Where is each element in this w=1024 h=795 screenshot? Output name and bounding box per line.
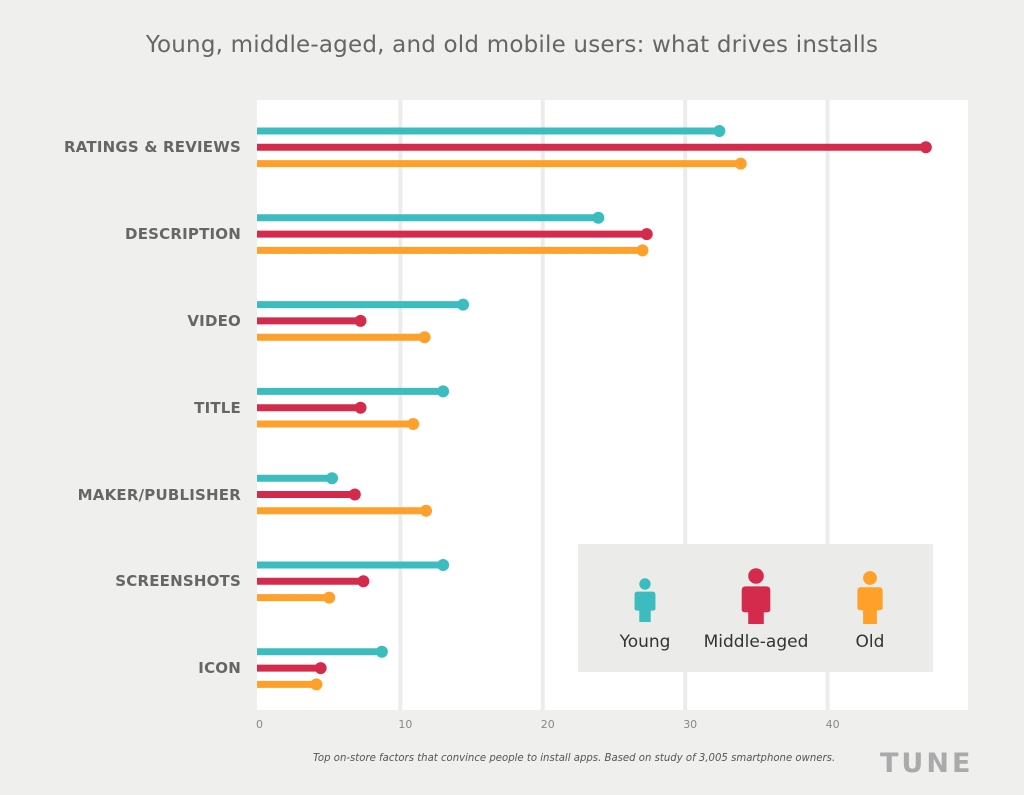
person-head	[748, 568, 764, 584]
category-label: ICON	[198, 659, 241, 678]
x-tick-label: 0	[256, 718, 263, 731]
bar-end-dot-young-3	[437, 385, 450, 398]
person-head	[639, 578, 651, 590]
bar-end-dot-old-3	[407, 418, 420, 430]
bar-end-dot-middle-aged-5	[357, 575, 370, 588]
category-label: SCREENSHOTS	[115, 572, 241, 591]
bar-end-dot-old-4	[420, 504, 433, 517]
bar-end-dot-middle-aged-1	[640, 228, 653, 241]
bar-end-dot-middle-aged-4	[348, 488, 361, 501]
tune-logo: TUNE	[880, 748, 974, 779]
x-tick-label: 30	[683, 718, 698, 731]
category-label: TITLE	[194, 398, 241, 417]
bar-end-dot-old-2	[418, 331, 431, 344]
legend-label-middle-aged: Middle-aged	[703, 632, 809, 652]
x-tick-label: 10	[398, 718, 413, 731]
bar-end-dot-old-5	[323, 591, 336, 604]
bar-end-dot-young-2	[457, 298, 470, 311]
category-label: MAKER/PUBLISHER	[77, 485, 241, 504]
chart-svg	[257, 100, 932, 710]
bar-end-dot-young-0	[713, 125, 726, 137]
bar-end-dot-old-0	[734, 157, 747, 170]
bar-end-dot-old-6	[310, 678, 323, 691]
bar-end-dot-young-1	[592, 211, 605, 224]
bar-end-dot-young-6	[375, 645, 388, 658]
category-label: RATINGS & REVIEWS	[64, 138, 241, 157]
person-body	[634, 591, 656, 622]
chart-title: Young, middle-aged, and old mobile users…	[145, 32, 879, 58]
bar-end-dot-young-5	[437, 559, 450, 571]
person-head	[863, 571, 877, 585]
bar-end-dot-middle-aged-6	[314, 662, 327, 675]
legend-item-young: Young	[600, 564, 690, 652]
person-icon-young	[634, 578, 656, 622]
x-tick-label: 40	[825, 718, 840, 731]
person-body	[857, 587, 883, 624]
category-label: VIDEO	[187, 311, 241, 330]
x-tick-label: 20	[540, 718, 555, 731]
person-body	[741, 586, 771, 628]
legend: Young Middle-aged Old	[578, 544, 933, 672]
bar-end-dot-middle-aged-0	[919, 141, 932, 154]
person-icon-middle-aged	[741, 568, 771, 628]
chart-caption: Top on-store factors that convince peopl…	[313, 751, 836, 764]
bar-end-dot-young-4	[326, 472, 339, 485]
legend-label-old: Old	[855, 632, 885, 652]
person-icon-old	[857, 571, 883, 624]
bar-end-dot-old-1	[636, 244, 649, 257]
category-label: DESCRIPTION	[125, 225, 241, 244]
legend-label-young: Young	[619, 632, 671, 652]
bar-end-dot-middle-aged-2	[354, 314, 367, 327]
bar-end-dot-middle-aged-3	[354, 401, 367, 414]
legend-item-middle-aged: Middle-aged	[693, 564, 819, 652]
legend-item-old: Old	[830, 564, 910, 652]
